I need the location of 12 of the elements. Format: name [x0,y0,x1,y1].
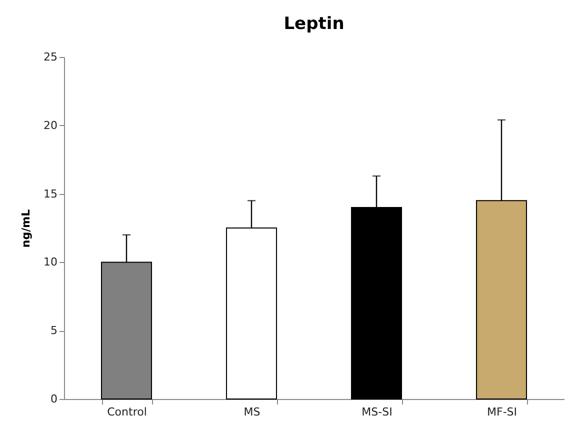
x-tick-label: MF-SI [486,406,518,418]
y-tick-label: 20 [44,118,58,132]
y-tick-label: 10 [44,256,58,269]
x-tick-label: Control [107,406,147,418]
y-tick-label: 5 [50,324,58,338]
x-tick-label: MS [244,406,260,418]
chart-title: Leptin [284,14,344,34]
y-tick-label: 15 [44,187,58,200]
y-tick-label: 25 [44,50,58,64]
y-axis-title: ng/mL [20,209,33,248]
y-tick-label: 0 [50,392,58,406]
x-tick-label: MS-SI [362,406,392,418]
